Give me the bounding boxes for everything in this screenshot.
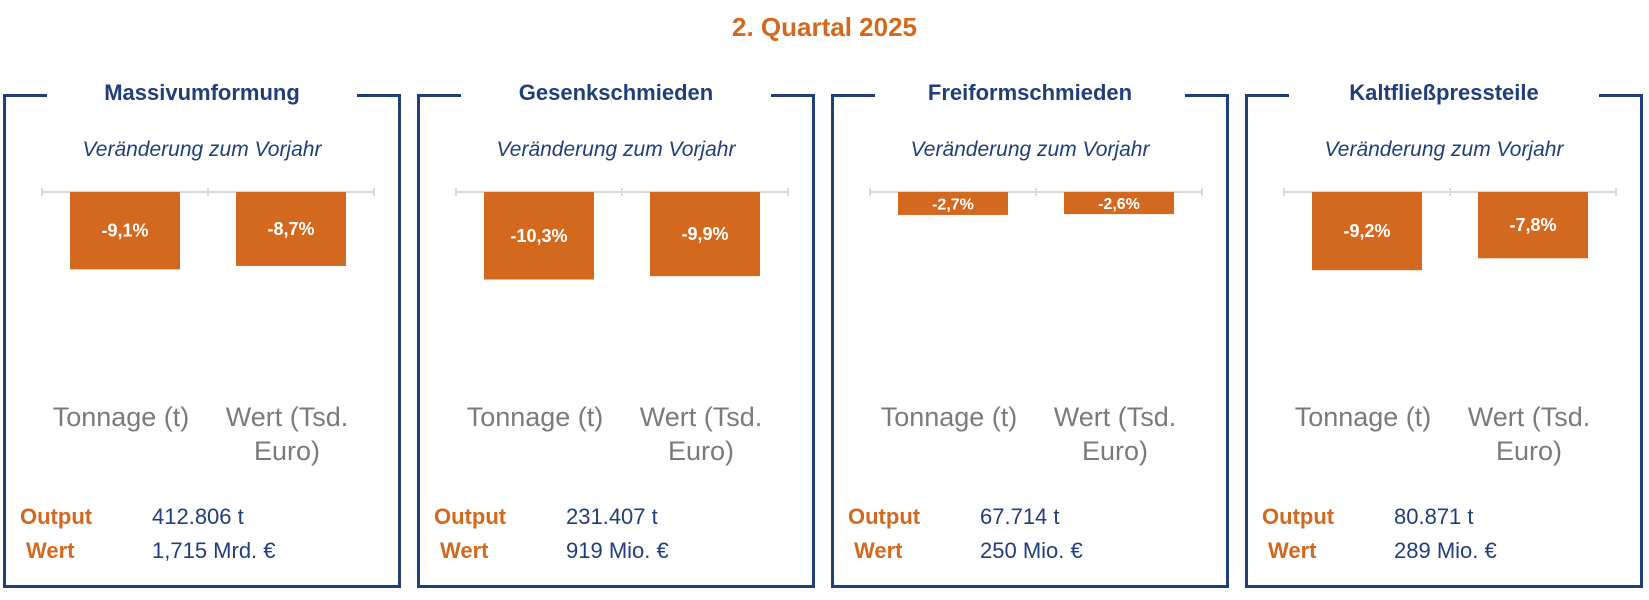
panel-title: Massivumformung [56, 80, 348, 106]
output-label: Output [848, 504, 921, 529]
wert-row: Wert 919 Mio. € [440, 538, 669, 564]
wert-row: Wert 250 Mio. € [854, 538, 1083, 564]
bar [1478, 192, 1588, 259]
output-value: 67.714 t [980, 504, 1060, 529]
output-row: Output 67.714 t [848, 504, 1060, 530]
wert-row: Wert 1,715 Mrd. € [26, 538, 276, 564]
category-label: Wert (Tsd. Euro) [639, 402, 763, 466]
bar [236, 192, 346, 266]
bar-chart: -10,3% -9,9% [455, 188, 789, 280]
data-label: -9,2% [1343, 221, 1390, 241]
bar [1064, 192, 1174, 215]
panel-title: Freiformschmieden [884, 80, 1176, 106]
output-row: Output 80.871 t [1262, 504, 1474, 530]
data-label: -2,6% [1098, 196, 1140, 213]
bar [484, 192, 594, 280]
data-label: -7,8% [1509, 215, 1556, 235]
bar [1312, 192, 1422, 271]
bar [650, 192, 760, 277]
wert-label: Wert [1268, 538, 1317, 563]
data-label: -9,9% [681, 224, 728, 244]
data-label: -2,7% [932, 196, 974, 213]
output-value: 80.871 t [1394, 504, 1474, 529]
bar-chart: -2,7% -2,6% [869, 188, 1203, 215]
panel-title: Kaltfließpressteile [1298, 80, 1590, 106]
category-label: Wert (Tsd. Euro) [1053, 402, 1177, 466]
category-label: Tonnage (t) [1294, 402, 1432, 432]
output-value: 231.407 t [566, 504, 658, 529]
output-row: Output 412.806 t [20, 504, 244, 530]
wert-label: Wert [26, 538, 75, 563]
wert-value: 289 Mio. € [1394, 538, 1497, 563]
panel-subtitle: Veränderung zum Vorjahr [1324, 138, 1564, 161]
wert-label: Wert [854, 538, 903, 563]
panel-title: Gesenkschmieden [470, 80, 762, 106]
wert-value: 919 Mio. € [566, 538, 669, 563]
chart-panel: Massivumformung Veränderung zum Vorjahr … [3, 80, 401, 588]
bar [898, 192, 1008, 215]
category-label: Wert (Tsd. Euro) [1467, 402, 1591, 466]
page-title: 2. Quartal 2025 [732, 12, 917, 42]
output-value: 412.806 t [152, 504, 244, 529]
category-label: Tonnage (t) [880, 402, 1018, 432]
category-label: Wert (Tsd. Euro) [225, 402, 349, 466]
bar-chart: -9,1% -8,7% [41, 188, 375, 270]
data-label: -9,1% [101, 221, 148, 241]
category-label: Tonnage (t) [466, 402, 604, 432]
panel-subtitle: Veränderung zum Vorjahr [496, 138, 736, 161]
output-label: Output [434, 504, 507, 529]
bar [70, 192, 180, 270]
panel-subtitle: Veränderung zum Vorjahr [910, 138, 1150, 161]
chart-panel: Kaltfließpressteile Veränderung zum Vorj… [1245, 80, 1643, 588]
data-label: -8,7% [267, 219, 314, 239]
output-label: Output [1262, 504, 1335, 529]
data-label: -10,3% [510, 226, 567, 246]
wert-label: Wert [440, 538, 489, 563]
bar-chart: -9,2% -7,8% [1283, 188, 1617, 271]
wert-value: 250 Mio. € [980, 538, 1083, 563]
output-label: Output [20, 504, 93, 529]
panel-subtitle: Veränderung zum Vorjahr [82, 138, 322, 161]
wert-value: 1,715 Mrd. € [152, 538, 276, 563]
output-row: Output 231.407 t [434, 504, 658, 530]
chart-panel: Freiformschmieden Veränderung zum Vorjah… [831, 80, 1229, 588]
wert-row: Wert 289 Mio. € [1268, 538, 1497, 564]
category-label: Tonnage (t) [52, 402, 190, 432]
chart-panel: Gesenkschmieden Veränderung zum Vorjahr … [417, 80, 815, 588]
